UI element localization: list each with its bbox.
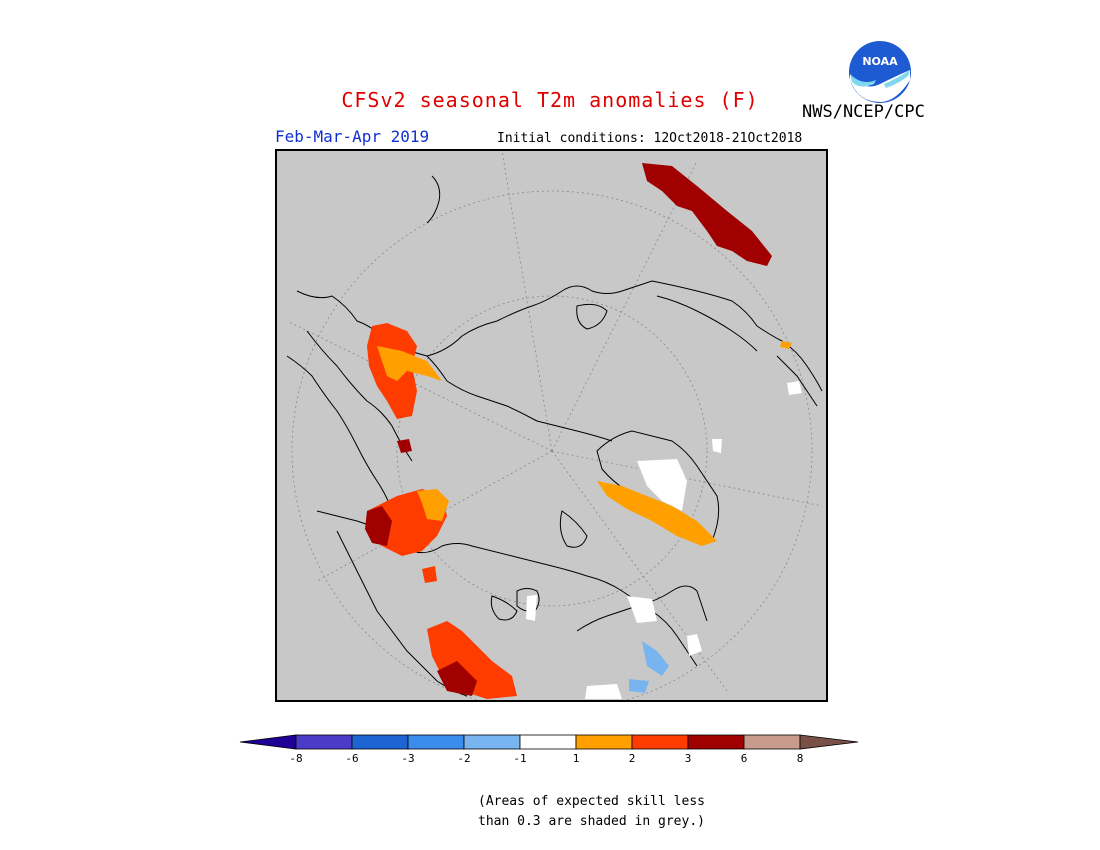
legend-swatch xyxy=(295,734,353,750)
anomaly-region-plus3 xyxy=(422,566,437,583)
forecast-period: Feb-Mar-Apr 2019 xyxy=(275,127,430,146)
anomaly-region-plus6 xyxy=(437,661,477,696)
legend-tick-label: 2 xyxy=(628,752,636,765)
anomaly-region-plus6 xyxy=(397,439,412,453)
legend-tick-label: -8 xyxy=(289,752,303,765)
noaa-logo-icon: NOAA xyxy=(849,41,911,103)
anomaly-shading xyxy=(365,163,802,699)
anomaly-region-white xyxy=(687,634,702,656)
anomaly-region-plus2 xyxy=(377,346,442,381)
anomaly-region-plus6 xyxy=(642,163,772,266)
chart-title: CFSv2 seasonal T2m anomalies (F) xyxy=(341,88,759,112)
legend-swatch xyxy=(519,734,577,750)
legend-tick-label: 6 xyxy=(740,752,748,765)
anomaly-region-white xyxy=(585,684,622,699)
legend-swatch xyxy=(687,734,745,750)
anomaly-region-plus2 xyxy=(597,481,717,546)
anomaly-region-white xyxy=(787,381,802,395)
anomaly-map xyxy=(286,151,823,700)
note-line-2: than 0.3 are shaded in grey.) xyxy=(478,814,705,829)
legend-tick-label: -1 xyxy=(513,752,527,765)
legend-tick-label: -6 xyxy=(345,752,359,765)
legend-tick-label: -3 xyxy=(401,752,415,765)
skill-note: (Areas of expected skill less than 0.3 a… xyxy=(478,792,705,832)
anomaly-region-plus2 xyxy=(417,489,449,521)
logo-text: NOAA xyxy=(862,55,898,68)
agency-label: NWS/NCEP/CPC xyxy=(802,102,925,122)
legend-arrow-high xyxy=(799,734,859,750)
legend-swatch xyxy=(743,734,801,750)
legend-tick-label: 1 xyxy=(572,752,580,765)
legend-swatch xyxy=(351,734,409,750)
note-line-1: (Areas of expected skill less xyxy=(478,794,705,809)
map-panel xyxy=(275,149,828,702)
anomaly-region-plus2 xyxy=(780,341,792,349)
legend-swatch xyxy=(575,734,633,750)
anomaly-region-white xyxy=(637,459,687,511)
initial-conditions: Initial conditions: 12Oct2018-21Oct2018 xyxy=(497,131,803,146)
anomaly-region-minus1 xyxy=(629,679,649,693)
anomaly-region-white xyxy=(712,439,722,453)
legend-swatch xyxy=(463,734,521,750)
legend-swatch xyxy=(407,734,465,750)
legend-tick-label: 3 xyxy=(684,752,692,765)
legend-arrow-low xyxy=(239,734,297,750)
legend-swatch xyxy=(631,734,689,750)
color-legend xyxy=(239,734,859,750)
legend-tick-label: 8 xyxy=(796,752,804,765)
lat-lon-grid xyxy=(286,151,823,700)
anomaly-region-white xyxy=(627,596,657,623)
anomaly-region-white xyxy=(526,595,537,621)
legend-tick-label: -2 xyxy=(457,752,471,765)
anomaly-region-plus6 xyxy=(365,506,392,546)
anomaly-region-minus1 xyxy=(642,641,669,676)
